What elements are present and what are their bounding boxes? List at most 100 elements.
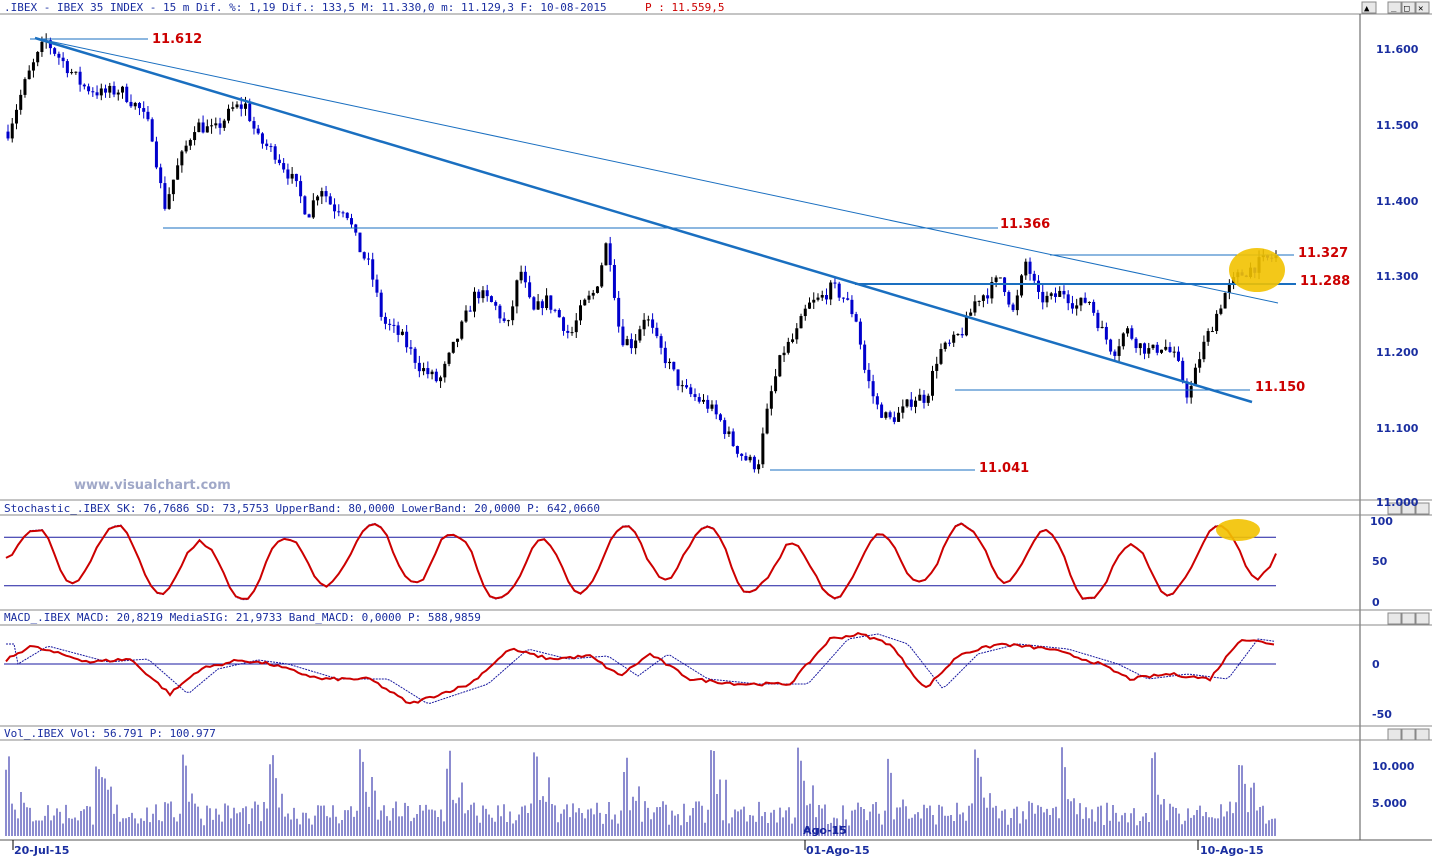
- price-tick: 11.600: [1376, 43, 1419, 56]
- window-buttons-vol: [1387, 728, 1430, 741]
- scroll-up-button[interactable]: [1361, 1, 1377, 14]
- price-candle-body: [663, 347, 667, 364]
- price-candle-body: [320, 191, 324, 197]
- price-candle-body: [176, 165, 180, 180]
- price-candle-body: [1138, 343, 1142, 349]
- stoch-close-button[interactable]: [1415, 502, 1430, 515]
- price-candle-body: [608, 243, 612, 265]
- price-candle-body: [65, 61, 69, 74]
- x-axis: 20-Jul-15 01-Ago-15 10-Ago-15 Ago-15: [12, 824, 1264, 857]
- price-candle-body: [137, 102, 141, 109]
- window-buttons-stoch: [1387, 502, 1430, 515]
- price-candle-body: [943, 342, 947, 349]
- price-candle-body: [1206, 331, 1210, 342]
- price-candle-body: [634, 340, 638, 349]
- price-candle-body: [392, 324, 396, 326]
- price-candle-body: [311, 200, 315, 218]
- price-candle-body: [502, 318, 506, 321]
- level-label-11612: 11.612: [152, 32, 202, 47]
- price-candle-body: [396, 325, 400, 335]
- price-candle-body: [167, 194, 171, 209]
- price-candle-body: [676, 369, 680, 386]
- price-candle-body: [1189, 386, 1193, 398]
- price-candle-body: [731, 431, 735, 447]
- price-candle-body: [909, 399, 913, 407]
- price-candle-body: [282, 163, 286, 170]
- price-candle-body: [6, 131, 10, 139]
- minimize-button[interactable]: [1387, 1, 1402, 14]
- price-tick: 11.000: [1376, 496, 1419, 509]
- price-candle-body: [1011, 304, 1015, 311]
- price-candle-body: [265, 143, 269, 147]
- price-candle-body: [757, 464, 761, 470]
- stoch-axis: 100 50 0: [1370, 515, 1393, 609]
- price-candle-body: [553, 309, 557, 311]
- price-candle-body: [48, 40, 52, 49]
- price-candle-body: [154, 141, 158, 168]
- price-highlight: [1229, 248, 1285, 292]
- price-candle-body: [1028, 261, 1032, 274]
- macd-axis: 0 -50: [1372, 658, 1392, 721]
- price-candle-body: [426, 368, 430, 375]
- price-candle-body: [897, 412, 901, 422]
- price-candle-body: [977, 300, 981, 302]
- price-candle-body: [595, 286, 599, 293]
- price-candle-body: [337, 211, 341, 213]
- price-candle-body: [685, 385, 689, 388]
- maximize-button[interactable]: [1401, 1, 1416, 14]
- price-candle-body: [422, 368, 426, 372]
- vol-header: Vol_.IBEX Vol: 56.791 P: 100.977: [4, 727, 216, 740]
- price-candle-body: [188, 140, 192, 146]
- price-candle-body: [243, 103, 247, 109]
- vol-minimize-button[interactable]: [1387, 728, 1402, 741]
- price-candle-body: [405, 331, 409, 348]
- stoch-minimize-button[interactable]: [1387, 502, 1402, 515]
- price-candle-body: [193, 132, 197, 141]
- vol-maximize-button[interactable]: [1401, 728, 1416, 741]
- price-candle-body: [863, 344, 867, 370]
- macd-close-button[interactable]: [1415, 612, 1430, 625]
- downtrend-line-upper: [34, 37, 1279, 304]
- price-candle-body: [846, 298, 850, 300]
- price-candle-body: [1066, 294, 1070, 304]
- price-candle-body: [163, 183, 167, 209]
- price-candle-body: [36, 51, 40, 63]
- price-candle-body: [646, 319, 650, 321]
- macd-minimize-button[interactable]: [1387, 612, 1402, 625]
- vol-close-button[interactable]: [1415, 728, 1430, 741]
- price-candle-body: [765, 408, 769, 434]
- price-candle-body: [239, 104, 243, 109]
- stoch-maximize-button[interactable]: [1401, 502, 1416, 515]
- price-candle-body: [998, 277, 1002, 279]
- price-candle-body: [78, 71, 82, 85]
- price-candle-body: [786, 341, 790, 353]
- price-candle-body: [345, 212, 349, 219]
- price-candle-body: [439, 377, 443, 382]
- price-candle-body: [481, 290, 485, 299]
- price-candle-body: [871, 381, 875, 397]
- price-candle-body: [375, 279, 379, 293]
- vol-tick: 5.000: [1372, 797, 1407, 810]
- price-candle-body: [472, 291, 476, 312]
- price-candle-body: [1020, 275, 1024, 296]
- price-candle-body: [108, 85, 112, 93]
- price-candle-body: [248, 103, 252, 122]
- price-candle-body: [1172, 351, 1176, 353]
- price-candle-body: [333, 204, 337, 212]
- price-candle-body: [210, 125, 214, 127]
- window-buttons-macd: [1387, 612, 1430, 625]
- x-label: 20-Jul-15: [14, 844, 69, 857]
- price-candle-body: [774, 376, 778, 392]
- price-candle-body: [1227, 283, 1231, 294]
- price-tick: 11.500: [1376, 119, 1419, 132]
- price-candle-body: [171, 179, 175, 195]
- price-candle-body: [714, 404, 718, 415]
- price-candle-body: [528, 282, 532, 298]
- macd-maximize-button[interactable]: [1401, 612, 1416, 625]
- macd-line: [5, 631, 1275, 705]
- price-candle-body: [1219, 308, 1223, 314]
- price-candle-body: [477, 291, 481, 299]
- close-button[interactable]: [1415, 1, 1430, 14]
- price-candle-body: [841, 297, 845, 299]
- price-candle-body: [986, 295, 990, 299]
